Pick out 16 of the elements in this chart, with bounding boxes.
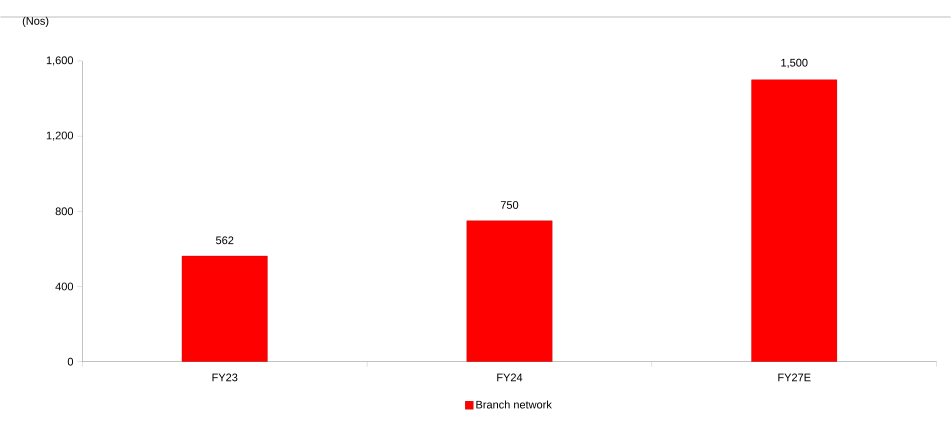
x-tick-label: FY24	[497, 374, 522, 382]
x-tick-label: FY27E	[778, 374, 811, 382]
legend-label: Branch network	[476, 400, 552, 409]
bar	[182, 256, 268, 362]
data-label: 1,500	[781, 58, 808, 68]
x-tick-label: FY23	[212, 374, 238, 382]
y-tick-label: 400	[55, 282, 74, 291]
y-axis-title: (Nos)	[22, 16, 48, 28]
y-tick-label: 0	[68, 358, 74, 366]
data-label: 750	[500, 201, 518, 210]
bar	[466, 220, 552, 362]
y-tick-label: 800	[56, 208, 74, 216]
y-tick-label: 1,200	[46, 132, 74, 141]
bar	[751, 80, 838, 362]
y-tick-label: 1,600	[46, 56, 74, 66]
data-label: 562	[216, 236, 234, 244]
